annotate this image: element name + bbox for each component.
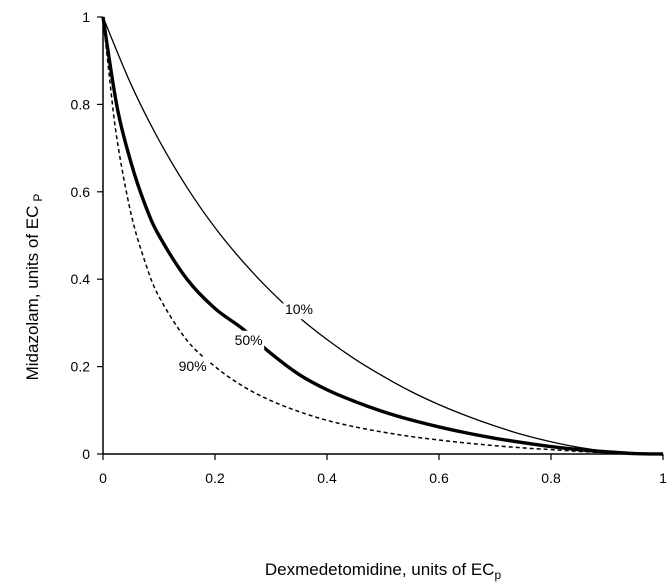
x-tick-label: 0.6	[429, 470, 449, 486]
curve-label-background	[233, 330, 265, 350]
x-axis-title: Dexmedetomidine, units of ECp	[265, 560, 502, 582]
axes-group	[102, 17, 663, 455]
y-tick-label: 0.4	[71, 271, 91, 287]
x-ticks-group: 0 0.2 0.4 0.6 0.8 1	[99, 454, 667, 486]
y-tick-label: 0.8	[71, 96, 91, 112]
curve-90pct	[102, 16, 664, 455]
curve-label: 50%	[235, 332, 263, 348]
y-axis-title-subscript: P	[31, 194, 45, 202]
curves-group	[101, 16, 664, 456]
y-ticks-group: 0 0.2 0.4 0.6 0.8 1	[71, 9, 103, 462]
curve-50pct	[101, 16, 664, 456]
y-tick-label: 1	[82, 9, 90, 25]
x-tick-label: 0.2	[205, 470, 225, 486]
y-axis-title-text: Midazolam, units of EC	[23, 206, 42, 381]
y-tick-label: 0.6	[71, 184, 91, 200]
y-axis-title: Midazolam, units of EC P	[23, 194, 45, 381]
curve-label-background	[283, 300, 315, 320]
y-tick-label: 0	[82, 446, 90, 462]
x-axis-title-subscript: p	[494, 568, 501, 582]
x-tick-label: 0.8	[541, 470, 561, 486]
x-axis-title-text: Dexmedetomidine, units of EC	[265, 560, 495, 579]
curve-label: 10%	[285, 301, 313, 317]
curve-10pct	[102, 16, 664, 455]
curve-labels-group: 10% 50% 90%	[177, 300, 315, 376]
curve-label: 90%	[179, 358, 207, 374]
y-tick-label: 0.2	[71, 359, 91, 375]
x-tick-label: 0.4	[317, 470, 337, 486]
x-tick-label: 0	[99, 470, 107, 486]
curve-label-background	[177, 356, 209, 376]
x-tick-label: 1	[659, 470, 667, 486]
